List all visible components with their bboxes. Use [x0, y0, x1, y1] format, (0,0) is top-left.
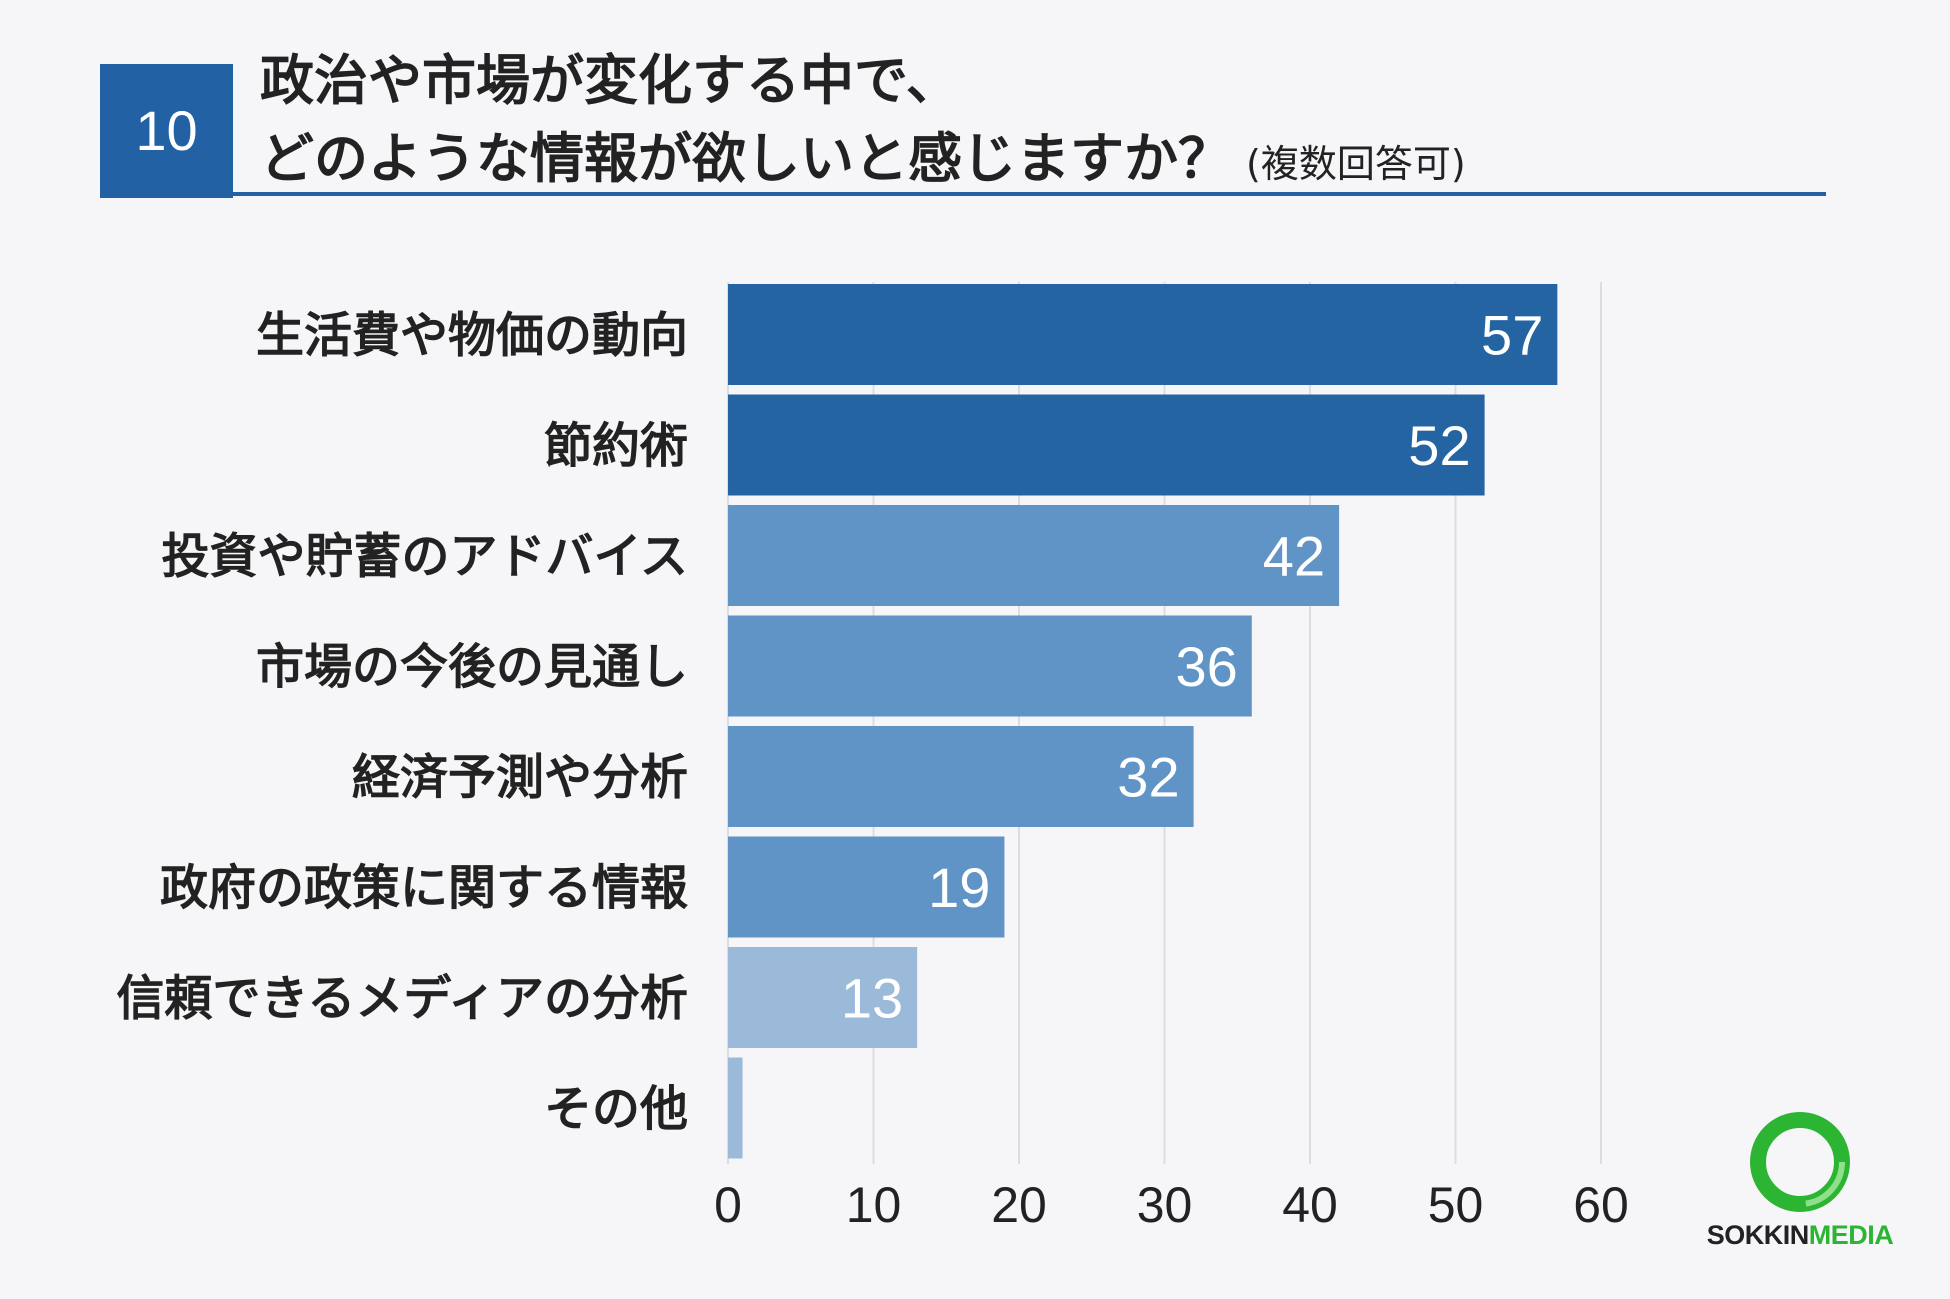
sokkin-media-logo: SOKKINMEDIA	[1700, 1104, 1900, 1254]
category-label: 政府の政策に関する情報	[160, 860, 688, 916]
category-label: 投資や貯蓄のアドバイス	[161, 529, 688, 585]
data-label: 42	[1263, 525, 1325, 588]
x-tick-label: 10	[846, 1177, 902, 1233]
data-label: 52	[1408, 414, 1470, 477]
multiple-answer-note: (複数回答可)	[1246, 142, 1466, 186]
question-header: 10 政治や市場が変化する中で、 どのような情報が欲しいと感じますか？ (複数回答…	[100, 30, 1826, 198]
bar	[728, 284, 1558, 385]
logo-wordmark: SOKKINMEDIA	[1700, 1220, 1900, 1251]
x-tick-label: 60	[1573, 1177, 1629, 1233]
x-tick-label: 30	[1137, 1177, 1193, 1233]
bar	[728, 947, 918, 1048]
logo-wordmark-sokkin: SOKKIN	[1706, 1220, 1810, 1250]
category-label: 生活費や物価の動向	[256, 308, 688, 364]
category-label: 信頼できるメディアの分析	[116, 971, 688, 1027]
question-title-line1: 政治や市場が変化する中で、	[260, 49, 960, 112]
data-label: 32	[1117, 746, 1179, 809]
x-tick-label: 20	[991, 1177, 1047, 1233]
bar	[728, 836, 1005, 938]
question-number-badge: 10	[100, 64, 233, 198]
question-title-line2-text: どのような情報が欲しいと感じますか？	[260, 127, 1232, 190]
logo-wordmark-media: MEDIA	[1808, 1220, 1894, 1250]
data-label: 13	[841, 967, 903, 1030]
data-label: 57	[1481, 304, 1543, 367]
bar	[728, 615, 1252, 717]
data-label: 19	[928, 856, 990, 919]
bar	[728, 394, 1485, 496]
category-label: 経済予測や分析	[352, 750, 688, 806]
bar	[728, 1057, 743, 1159]
logo-ring-icon	[1750, 1112, 1850, 1212]
x-tick-label: 50	[1428, 1177, 1484, 1233]
x-tick-label: 0	[714, 1177, 742, 1233]
category-label: その他	[544, 1081, 688, 1137]
bar	[728, 726, 1194, 827]
data-label: 36	[1176, 635, 1238, 698]
header-underline	[100, 192, 1826, 196]
category-label: 節約術	[544, 418, 688, 474]
category-label: 市場の今後の見通し	[256, 639, 688, 695]
bar	[728, 505, 1340, 606]
question-title-line2: どのような情報が欲しいと感じますか？ (複数回答可)	[260, 114, 1466, 193]
x-tick-label: 40	[1282, 1177, 1338, 1233]
